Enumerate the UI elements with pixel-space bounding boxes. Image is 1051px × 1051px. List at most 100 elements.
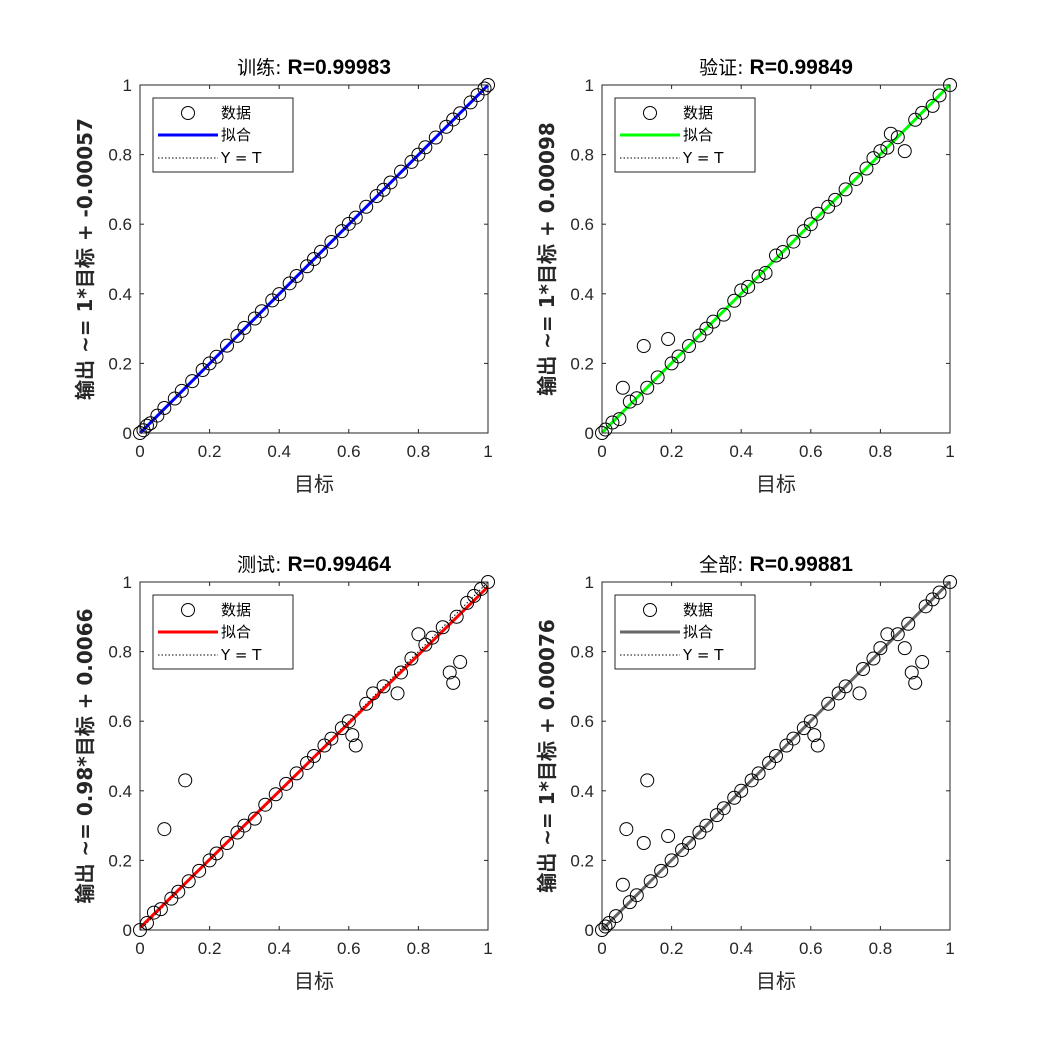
data-point: [769, 749, 783, 763]
data-point: [810, 206, 825, 221]
data-point: [622, 394, 637, 409]
data-point: [220, 338, 234, 353]
chart-panel-top-right: 0 0.2 0.4 0.6 0.8 1 0 0.2 0.4 0.6 0.8 1 验证: R=0.9984…: [535, 56, 957, 496]
y-tick-label: 0: [585, 424, 594, 443]
data-point: [932, 88, 947, 103]
y-tick-label: 0.6: [570, 712, 594, 731]
data-point: [786, 731, 801, 746]
data-point: [699, 818, 714, 833]
data-point: [932, 585, 947, 600]
x-tick-label: 0.4: [729, 442, 753, 461]
y-axis-label: 输出 ~= 0.98*目标 + 0.0066: [73, 608, 97, 903]
data-point: [279, 776, 294, 791]
legend-data-marker: [643, 106, 657, 120]
data-point: [727, 293, 742, 308]
x-tick-label: 0.4: [267, 939, 291, 958]
data-point: [307, 749, 321, 763]
x-tick-label: 0: [135, 939, 144, 958]
data-point: [640, 380, 655, 395]
x-tick-label: 0.2: [198, 939, 222, 958]
y-tick-label: 0.4: [108, 782, 132, 801]
data-point: [605, 415, 620, 430]
chart-title: 测试: R=0.99464: [237, 553, 391, 576]
data-point: [636, 339, 651, 353]
data-point: [629, 391, 644, 406]
data-point: [828, 192, 843, 207]
legend-ideal-label: Y = T: [682, 646, 724, 664]
y-tick-label: 0.4: [108, 285, 132, 304]
y-tick-label: 0.6: [108, 712, 132, 731]
data-point: [449, 609, 464, 624]
x-tick-label: 0: [135, 442, 144, 461]
data-point: [313, 244, 328, 259]
data-point: [925, 98, 940, 113]
chart-panel-bottom-left: 0 0.2 0.4 0.6 0.8 1 0 0.2 0.4 0.6 0.8 1 测试: R=0.9946…: [73, 553, 495, 993]
chart-title: 全部: R=0.99881: [699, 553, 853, 576]
data-point: [880, 627, 895, 642]
y-tick-label: 0.2: [570, 851, 594, 870]
data-point: [598, 919, 613, 934]
data-point: [348, 738, 363, 753]
data-point: [268, 787, 283, 802]
data-point: [650, 370, 665, 385]
x-axis-label: 目标: [294, 969, 334, 993]
x-tick-label: 0: [597, 939, 606, 958]
data-point: [897, 641, 912, 656]
chart-title-prefix: 测试:: [237, 554, 287, 576]
data-point: [146, 905, 161, 920]
legend-data-label: 数据: [221, 104, 251, 122]
data-point: [247, 811, 262, 826]
data-point: [345, 728, 360, 743]
y-tick-label: 0.2: [108, 851, 132, 870]
data-point: [915, 655, 930, 670]
y-tick-label: 1: [585, 76, 594, 95]
x-tick-label: 0.6: [799, 442, 823, 461]
data-point: [157, 822, 172, 837]
data-point: [908, 675, 923, 690]
data-point: [751, 269, 766, 284]
data-point: [394, 665, 408, 680]
data-point: [307, 252, 321, 266]
data-point: [915, 105, 930, 120]
data-point: [619, 822, 634, 837]
data-point: [883, 126, 898, 141]
data-point: [167, 391, 182, 406]
x-tick-label: 1: [483, 442, 492, 461]
data-point: [758, 265, 773, 280]
legend-data-marker: [181, 106, 195, 120]
x-tick-label: 0: [597, 442, 606, 461]
data-point: [636, 836, 651, 850]
data-point: [803, 714, 818, 729]
data-point: [404, 651, 419, 666]
data-point: [192, 863, 207, 878]
y-tick-label: 0.4: [570, 782, 594, 801]
legend-fit-label: 拟合: [683, 623, 713, 641]
data-point: [786, 234, 801, 249]
chart-panel-bottom-right: 0 0.2 0.4 0.6 0.8 1 0 0.2 0.4 0.6 0.8 1 全部: R=0.9988…: [535, 553, 957, 993]
data-point: [383, 175, 398, 190]
legend-fit-label: 拟合: [221, 623, 251, 641]
data-point: [734, 783, 749, 798]
data-point: [664, 853, 679, 868]
x-tick-label: 1: [945, 442, 954, 461]
data-point: [608, 909, 623, 924]
data-point: [856, 662, 870, 676]
data-point: [477, 81, 492, 96]
data-point: [706, 314, 721, 329]
data-point: [453, 106, 468, 121]
data-point: [671, 349, 686, 364]
data-point: [254, 304, 269, 319]
y-tick-label: 0.2: [570, 354, 594, 373]
legend-data-marker: [643, 603, 657, 617]
data-point: [247, 311, 262, 326]
data-point: [439, 119, 454, 134]
chart-title-prefix: 验证:: [699, 57, 749, 79]
data-point: [359, 199, 374, 214]
data-point: [640, 773, 655, 788]
x-tick-label: 0.4: [267, 442, 291, 461]
data-point: [654, 863, 669, 878]
y-tick-label: 1: [123, 573, 132, 592]
x-axis-label: 目标: [756, 969, 796, 993]
data-point: [849, 171, 864, 186]
data-point: [661, 332, 676, 347]
